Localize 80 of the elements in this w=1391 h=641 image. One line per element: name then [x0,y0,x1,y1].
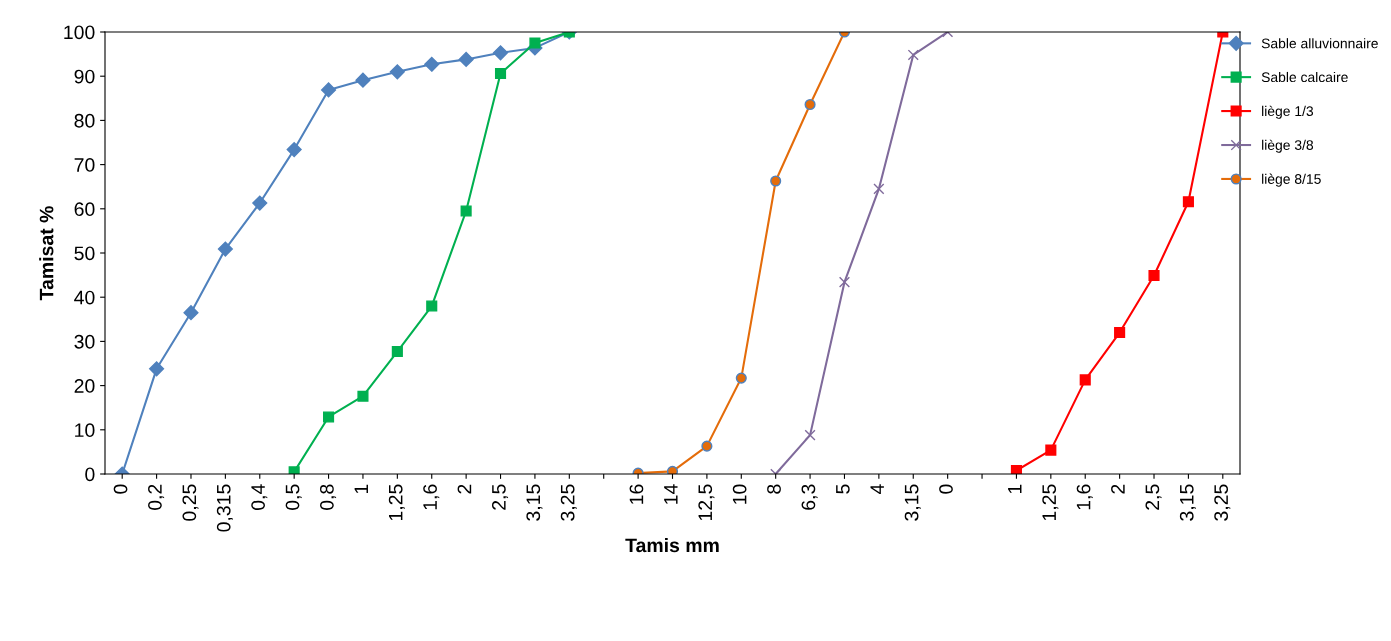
point [1148,269,1160,282]
x-tick-label: 0,4 [251,484,268,510]
y-tick-label: 60 [74,202,95,217]
x-tick-label: 1,6 [423,484,440,510]
point [1182,196,1194,208]
point [492,45,509,61]
point [494,67,507,80]
point [252,195,268,211]
x-tick-label: 2,5 [491,484,509,510]
legend-label: Sable alluvionnaire [1261,38,1378,49]
point [389,64,405,80]
legend-label: liège 8/15 [1262,173,1321,187]
x-tick-label: 3,15 [904,484,921,521]
point [320,82,337,98]
point [735,372,747,384]
point [838,276,851,288]
point [1114,327,1126,339]
point [355,72,371,88]
legend-label: Sable calcaire [1261,71,1348,83]
legend-label: liège 1/3 [1262,105,1314,119]
x-tick-label: 0,2 [148,484,165,510]
y-tick-label: 70 [74,158,95,172]
x-tick-label: 14 [664,484,678,504]
x-tick-label: 2 [1111,484,1125,494]
y-tick-label: 50 [74,246,95,261]
point [458,51,474,67]
point [424,56,440,72]
y-tick-label: 10 [75,423,95,438]
x-tick-label: 0,8 [320,484,337,510]
point [804,98,816,111]
x-tick-label: 1,6 [1076,484,1093,510]
point [1079,374,1091,386]
x-tick-label: 1,25 [1042,484,1059,521]
point [357,390,369,402]
point [529,37,541,49]
point [149,361,165,377]
y-axis-title: Tamisat % [39,206,54,301]
x-tick-label: 1 [354,484,368,494]
x-tick-label: 0 [113,484,128,494]
x-tick-label: 3,15 [1179,484,1196,521]
y-tick-label: 30 [74,334,95,349]
point [907,49,919,61]
x-tick-label: 0,315 [216,484,233,532]
point [323,411,335,423]
x-tick-label: 8 [767,484,781,494]
x-tick-label: 16 [629,484,644,504]
point [460,205,472,217]
x-tick-label: 3,25 [1214,484,1231,521]
y-tick-label: 0 [85,467,95,482]
point [701,440,713,452]
y-tick-label: 100 [64,25,95,40]
x-tick-label: 6,3 [801,484,818,510]
x-tick-label: 0 [939,484,953,494]
x-tick-label: 1,25 [388,484,405,521]
x-tick-label: 12,5 [698,484,715,521]
legend-label: liège 3/8 [1262,139,1314,153]
x-tick-label: 0,5 [285,484,302,510]
point [873,183,885,195]
x-tick-label: 10 [732,484,747,504]
point [804,429,816,441]
x-tick-label: 2 [457,484,472,494]
x-tick-label: 5 [836,484,850,494]
x-tick-label: 3,25 [560,484,577,521]
point [286,142,302,158]
point [1045,444,1057,456]
x-tick-label: 3,15 [526,484,543,521]
y-tick-label: 90 [74,69,95,84]
y-tick-label: 80 [74,113,95,128]
point [770,175,782,187]
x-tick-label: 2,5 [1145,484,1162,510]
x-tick-label: 4 [870,484,884,495]
x-tick-label: 0,25 [182,484,199,521]
y-tick-label: 20 [74,379,95,393]
point [426,300,438,312]
x-axis-title: Tamis mm [625,537,719,553]
y-tick-label: 40 [74,290,95,305]
point [391,346,403,358]
point [183,305,199,321]
x-tick-label: 1 [1008,484,1022,494]
point [217,241,233,257]
